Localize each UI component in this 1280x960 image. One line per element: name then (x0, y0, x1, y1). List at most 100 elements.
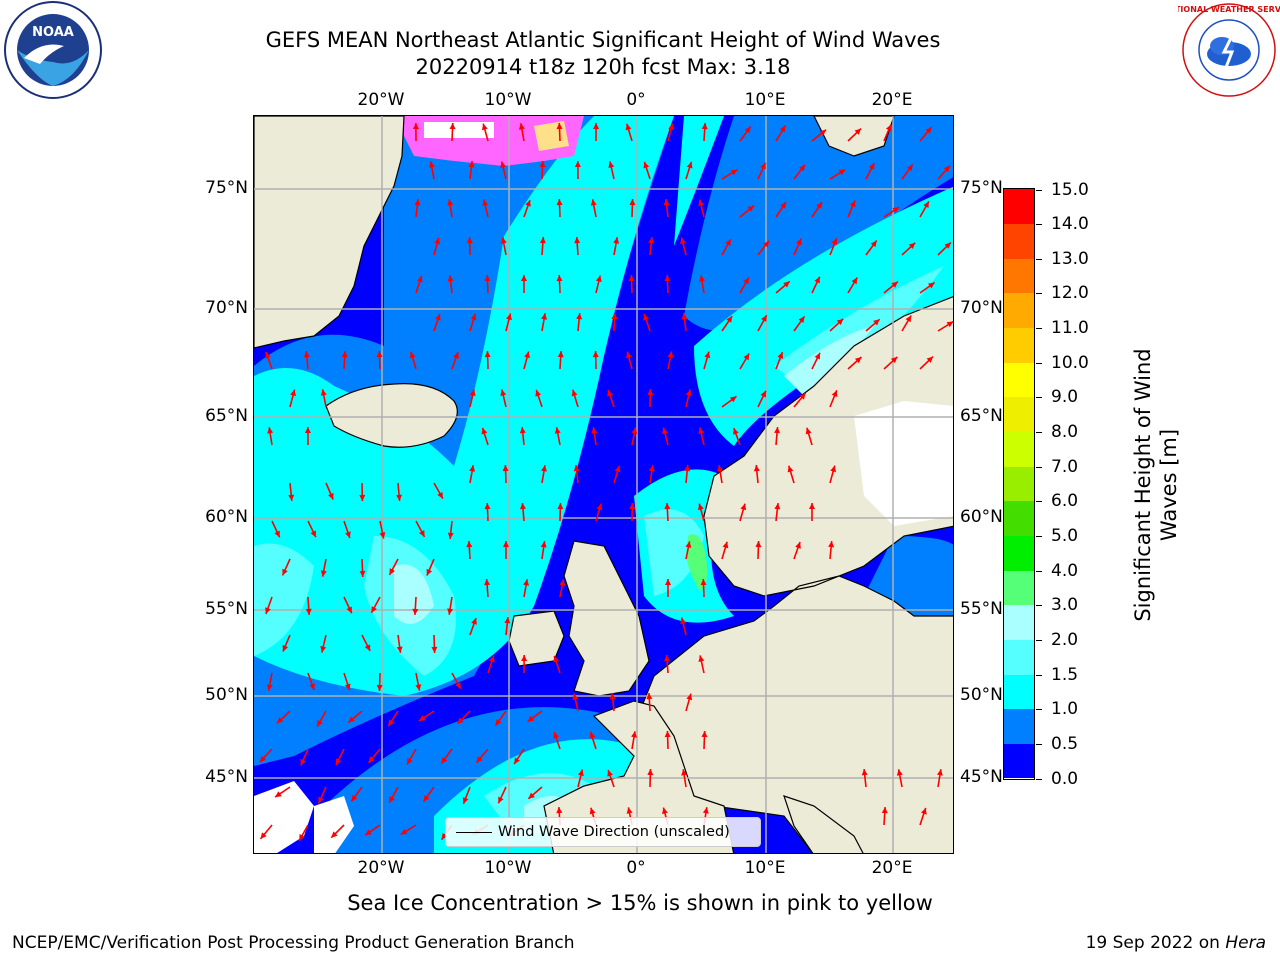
wave-arrow-head (282, 644, 289, 652)
colorbar-segment (1004, 362, 1034, 398)
wave-arrow-head (896, 769, 903, 776)
noaa-logo: NOAA (4, 1, 102, 99)
wave-arrow-head (795, 542, 801, 549)
colorbar-segment (1004, 743, 1034, 779)
wave-arrow-head (808, 503, 815, 510)
wave-arrow-head (760, 162, 766, 170)
wave-arrow-head (686, 161, 693, 169)
wave-arrow-head (371, 606, 377, 613)
colorbar-segment (1004, 708, 1034, 744)
wave-arrow-head (554, 427, 561, 434)
wave-arrow-head (744, 126, 751, 134)
wave-arrow-head (453, 352, 459, 359)
colorbar-tick (1036, 605, 1042, 607)
wave-arrow-head (331, 831, 338, 838)
lat-tick-left: 60°N (205, 507, 248, 527)
wave-arrow-head (423, 795, 430, 802)
wave-arrow-head (885, 124, 892, 132)
wave-arrow-head (379, 532, 386, 539)
wave-arrow-head (449, 123, 456, 130)
wave-arrow-head (726, 316, 733, 323)
wave-arrow-head (591, 427, 598, 434)
wave-height-map (254, 116, 953, 853)
wave-arrow-head (469, 465, 476, 472)
lat-tick-left: 45°N (205, 767, 248, 787)
lon-tick-top: 10°W (484, 90, 532, 110)
wave-arrow-head (662, 427, 668, 435)
wave-arrow-head (556, 123, 563, 130)
wave-arrow-head (596, 503, 603, 511)
wave-arrow-head (589, 807, 596, 815)
wave-arrow-head (722, 541, 729, 549)
colorbar-label: 11.0 (1051, 318, 1089, 339)
wave-arrow-head (753, 465, 760, 472)
wave-arrow-head (484, 275, 491, 282)
colorbar-segment (1004, 327, 1034, 363)
wave-arrow-head (457, 717, 464, 724)
lat-tick-right: 55°N (960, 599, 1003, 619)
wave-arrow-head (320, 645, 327, 653)
wave-arrow-head (290, 389, 296, 397)
wave-arrow-head (631, 427, 638, 434)
wave-arrow-head (854, 128, 862, 135)
wave-arrow-head (590, 199, 597, 206)
wave-arrow-head (539, 161, 546, 168)
footer-date-text: 19 Sep 2022 on (1085, 933, 1226, 953)
wave-arrow-head (816, 202, 823, 209)
wave-arrow-head (310, 530, 316, 538)
wave-arrow-head (481, 427, 488, 435)
colorbar-segment (1004, 466, 1034, 502)
wave-arrow-head (376, 351, 383, 358)
colorbar-segment (1004, 604, 1034, 640)
wave-arrow-head (521, 655, 528, 662)
colorbar-label: 6.0 (1051, 491, 1079, 512)
lat-tick-right: 50°N (960, 685, 1003, 705)
wave-arrow-head (774, 503, 781, 510)
wave-arrow-head (761, 315, 767, 322)
wave-arrow-head (578, 769, 584, 777)
wave-arrow-head (328, 492, 334, 500)
wave-arrow-head (576, 313, 583, 320)
wave-band-max (686, 534, 708, 591)
colorbar-segment (1004, 431, 1034, 467)
wave-arrow-head (608, 161, 615, 168)
wave-arrow-head (519, 427, 526, 434)
wave-arrow-head (419, 530, 425, 537)
wave-arrow-head (266, 684, 273, 691)
wave-arrow-head (504, 617, 511, 624)
wave-arrow-head (698, 655, 705, 662)
wave-arrow-head (611, 313, 618, 320)
wave-arrow-head (664, 655, 671, 662)
wave-arrow-head (527, 715, 535, 722)
wave-arrow-head (814, 352, 820, 360)
colorbar-label: 15.0 (1051, 179, 1089, 200)
wave-arrow-head (890, 356, 898, 364)
wave-arrow-head (626, 807, 633, 814)
colorbar-label: 14.0 (1051, 214, 1089, 235)
wave-arrow-head (774, 427, 781, 434)
wave-arrow-head (609, 693, 616, 700)
lon-tick-top: 0° (626, 90, 646, 110)
colorbar-tick (1036, 432, 1042, 434)
wave-arrow-head (412, 123, 419, 130)
wave-arrow-head (484, 579, 491, 586)
wave-arrow-head (441, 756, 448, 764)
wave-arrow-head (502, 541, 509, 548)
wave-arrow-head (685, 389, 692, 397)
wave-arrow-head (643, 161, 650, 169)
wave-arrow-head (680, 617, 687, 625)
lon-tick-bottom: 10°W (484, 858, 532, 878)
wave-arrow-head (259, 755, 267, 763)
wave-arrow-head (484, 351, 491, 358)
colorbar-segment (1004, 500, 1034, 536)
wave-arrow-head (686, 693, 693, 701)
wind-wave-arrows (259, 122, 953, 842)
wave-arrow-head (873, 319, 880, 326)
map-panel (253, 115, 954, 854)
wave-arrow-head (437, 491, 443, 499)
wave-arrow-head (484, 503, 491, 510)
footer-host: Hera (1225, 933, 1266, 953)
wave-arrow-head (455, 682, 461, 689)
lat-tick-right: 45°N (960, 767, 1003, 787)
nws-logo: NATIONAL WEATHER SERVICE (1178, 2, 1280, 98)
